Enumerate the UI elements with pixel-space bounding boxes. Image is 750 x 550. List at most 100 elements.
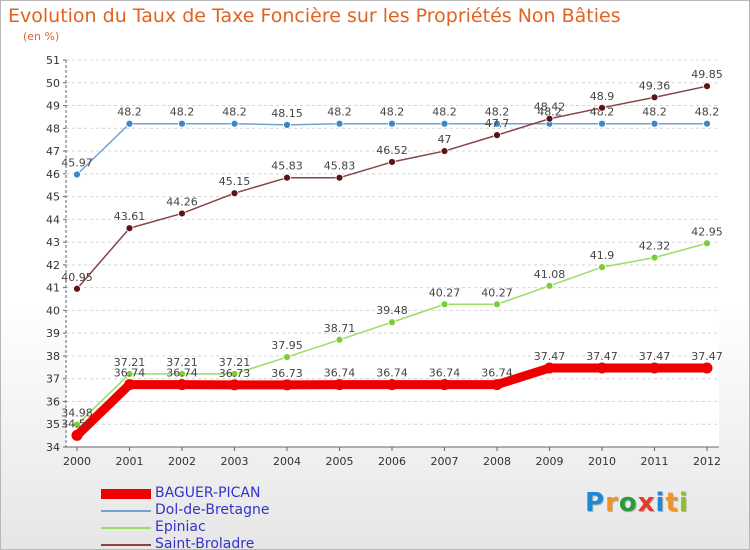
series-baguer-pican: 34.51 36.74 36.74 36.73 36.73 36.74 36.74 36.74…	[61, 350, 723, 441]
data-label: 36.74	[429, 367, 461, 380]
y-tick-label: 34	[46, 441, 60, 454]
legend-swatch	[101, 543, 151, 546]
data-point	[388, 158, 396, 166]
data-point	[493, 300, 501, 309]
data-label: 37.21	[114, 356, 146, 369]
data-label: 36.73	[219, 367, 251, 380]
data-point	[71, 429, 83, 441]
data-label: 48.2	[537, 106, 562, 119]
y-tick-label: 49	[46, 100, 60, 113]
series-saint-broladre: 40.95 43.61 44.26 45.15 45.83 45.83 46.52 47 47.…	[61, 68, 723, 293]
data-point	[440, 147, 449, 155]
data-point	[283, 173, 291, 182]
data-point	[493, 131, 501, 140]
data-label: 40.27	[481, 286, 513, 299]
data-point	[335, 173, 344, 182]
data-label: 36.74	[114, 367, 146, 380]
data-label: 48.9	[590, 90, 615, 103]
data-point	[176, 379, 188, 391]
data-point	[281, 379, 293, 391]
legend-label: BAGUER-PICAN	[155, 485, 261, 501]
y-tick-label: 42	[46, 259, 60, 272]
data-point	[703, 239, 711, 248]
x-tick-label: 2011	[641, 455, 669, 468]
y-tick-label: 39	[46, 327, 60, 340]
x-tick-label: 2007	[431, 455, 459, 468]
data-label: 39.48	[376, 304, 408, 317]
logo-letter: t	[665, 488, 679, 518]
data-point	[545, 114, 554, 123]
x-tick-label: 2009	[536, 455, 564, 468]
data-label: 48.2	[485, 106, 510, 119]
data-point	[598, 103, 606, 112]
data-label: 37.95	[271, 339, 303, 352]
x-tick-label: 2010	[588, 455, 616, 468]
data-label: 48.2	[642, 106, 667, 119]
y-tick-label: 41	[46, 282, 60, 295]
x-tick-label: 2012	[693, 455, 721, 468]
data-label: 43.61	[114, 210, 146, 223]
data-point	[703, 82, 711, 91]
data-label: 36.74	[324, 367, 356, 380]
data-point	[125, 224, 134, 233]
data-point	[598, 263, 606, 272]
y-tick-label: 44	[46, 213, 60, 226]
data-label: 45.15	[219, 175, 251, 188]
data-label: 48.2	[327, 106, 352, 119]
logo-letter: o	[618, 488, 638, 518]
data-label: 41.08	[534, 268, 566, 281]
data-point	[229, 379, 240, 391]
data-point	[439, 379, 450, 391]
data-label: 36.73	[271, 367, 303, 380]
data-point	[124, 379, 135, 391]
x-tick-label: 2006	[378, 455, 406, 468]
data-label: 40.27	[429, 286, 461, 299]
legend-label: Dol-de-Bretagne	[155, 502, 270, 518]
data-point	[283, 353, 291, 361]
data-label: 48.2	[432, 106, 457, 119]
x-tick-label: 2004	[273, 455, 301, 468]
y-tick-label: 37	[46, 373, 60, 386]
y-tick-label: 35	[46, 418, 60, 431]
data-point	[703, 119, 711, 128]
data-label: 41.9	[590, 249, 615, 262]
y-tick-label: 45	[46, 191, 60, 204]
data-label: 34.51	[61, 417, 93, 430]
chart-subtitle: (en %)	[23, 30, 60, 43]
data-label: 48.2	[222, 106, 247, 119]
data-label: 42.32	[639, 240, 671, 253]
legend-swatch	[101, 488, 151, 499]
chart-title: Evolution du Taux de Taxe Foncière sur l…	[8, 5, 621, 27]
x-tick-label: 2003	[221, 455, 249, 468]
data-label: 48.42	[534, 101, 566, 114]
data-point	[650, 253, 659, 262]
data-label: 36.74	[376, 367, 408, 380]
data-point	[73, 284, 81, 293]
legend-label: Epiniac	[155, 519, 206, 535]
x-tick-label: 2001	[116, 455, 144, 468]
data-point	[230, 370, 239, 378]
data-point	[178, 119, 186, 128]
data-point	[440, 300, 449, 309]
y-tick-label: 36	[46, 395, 60, 408]
data-point	[73, 420, 81, 429]
data-point	[334, 379, 345, 391]
data-point	[440, 119, 449, 128]
data-label: 47.7	[485, 117, 510, 130]
data-label: 49.36	[639, 79, 671, 92]
legend-label: Saint-Broladre	[155, 536, 255, 550]
y-tick-label: 40	[46, 304, 60, 317]
logo-letter: x	[637, 488, 656, 518]
data-label: 40.95	[61, 271, 93, 284]
data-point	[650, 93, 659, 102]
data-label: 37.47	[639, 350, 671, 363]
data-label: 44.26	[166, 195, 198, 208]
data-label: 47	[438, 133, 452, 146]
data-point	[491, 379, 503, 391]
y-tick-label: 47	[46, 145, 60, 158]
data-point	[73, 170, 81, 179]
y-tick-label: 38	[46, 350, 60, 363]
data-point	[701, 362, 713, 374]
data-label: 48.2	[170, 106, 195, 119]
